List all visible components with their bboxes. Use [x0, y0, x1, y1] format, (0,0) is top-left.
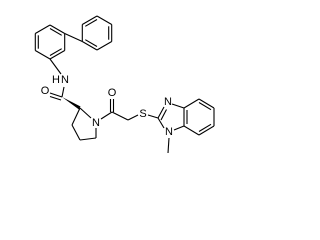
bond [127, 114, 139, 121]
bond [147, 114, 159, 119]
bond [96, 41, 112, 51]
bond [198, 123, 212, 132]
bond [64, 32, 83, 43]
bond [61, 86, 65, 98]
atom-label: S [139, 108, 146, 120]
atom-label: N [165, 126, 173, 138]
bond [167, 137, 170, 154]
bond [79, 107, 92, 119]
bond [160, 109, 167, 121]
bond [100, 111, 113, 120]
atom-label: H [52, 74, 60, 86]
bond [183, 98, 200, 109]
bond [49, 92, 63, 98]
bond [49, 95, 62, 101]
page: {"atoms": [ {"label": "O"}, {"label": "N… [34, 15, 215, 154]
atom-label: O [108, 87, 117, 99]
bond [35, 50, 51, 60]
bond [49, 58, 62, 75]
bonds [34, 15, 215, 154]
bond [71, 107, 81, 126]
atom-label: N [61, 74, 69, 86]
bond [82, 15, 98, 25]
bond [49, 28, 62, 36]
bond [111, 111, 129, 121]
atom-labels: O N H N O S N N [41, 74, 173, 138]
molecule-diagram: O N H N O S N N [34, 15, 215, 154]
bond [173, 125, 185, 131]
bond [71, 124, 81, 141]
bond [198, 125, 215, 136]
bond [171, 103, 185, 109]
bond [35, 24, 51, 34]
bond [79, 137, 97, 141]
atom-label: N [164, 96, 172, 108]
bond [85, 19, 98, 27]
bond [198, 102, 212, 111]
bond [183, 125, 200, 136]
bond [157, 117, 165, 129]
bond [96, 15, 112, 25]
bond [49, 50, 65, 60]
bond [157, 106, 165, 119]
bond [85, 39, 98, 47]
atom-label: N [92, 117, 100, 129]
bond [82, 41, 98, 51]
bond [49, 48, 62, 56]
wedge-bond [62, 97, 81, 110]
bond [49, 24, 65, 34]
bond [198, 98, 215, 109]
atom-label: O [41, 85, 50, 97]
